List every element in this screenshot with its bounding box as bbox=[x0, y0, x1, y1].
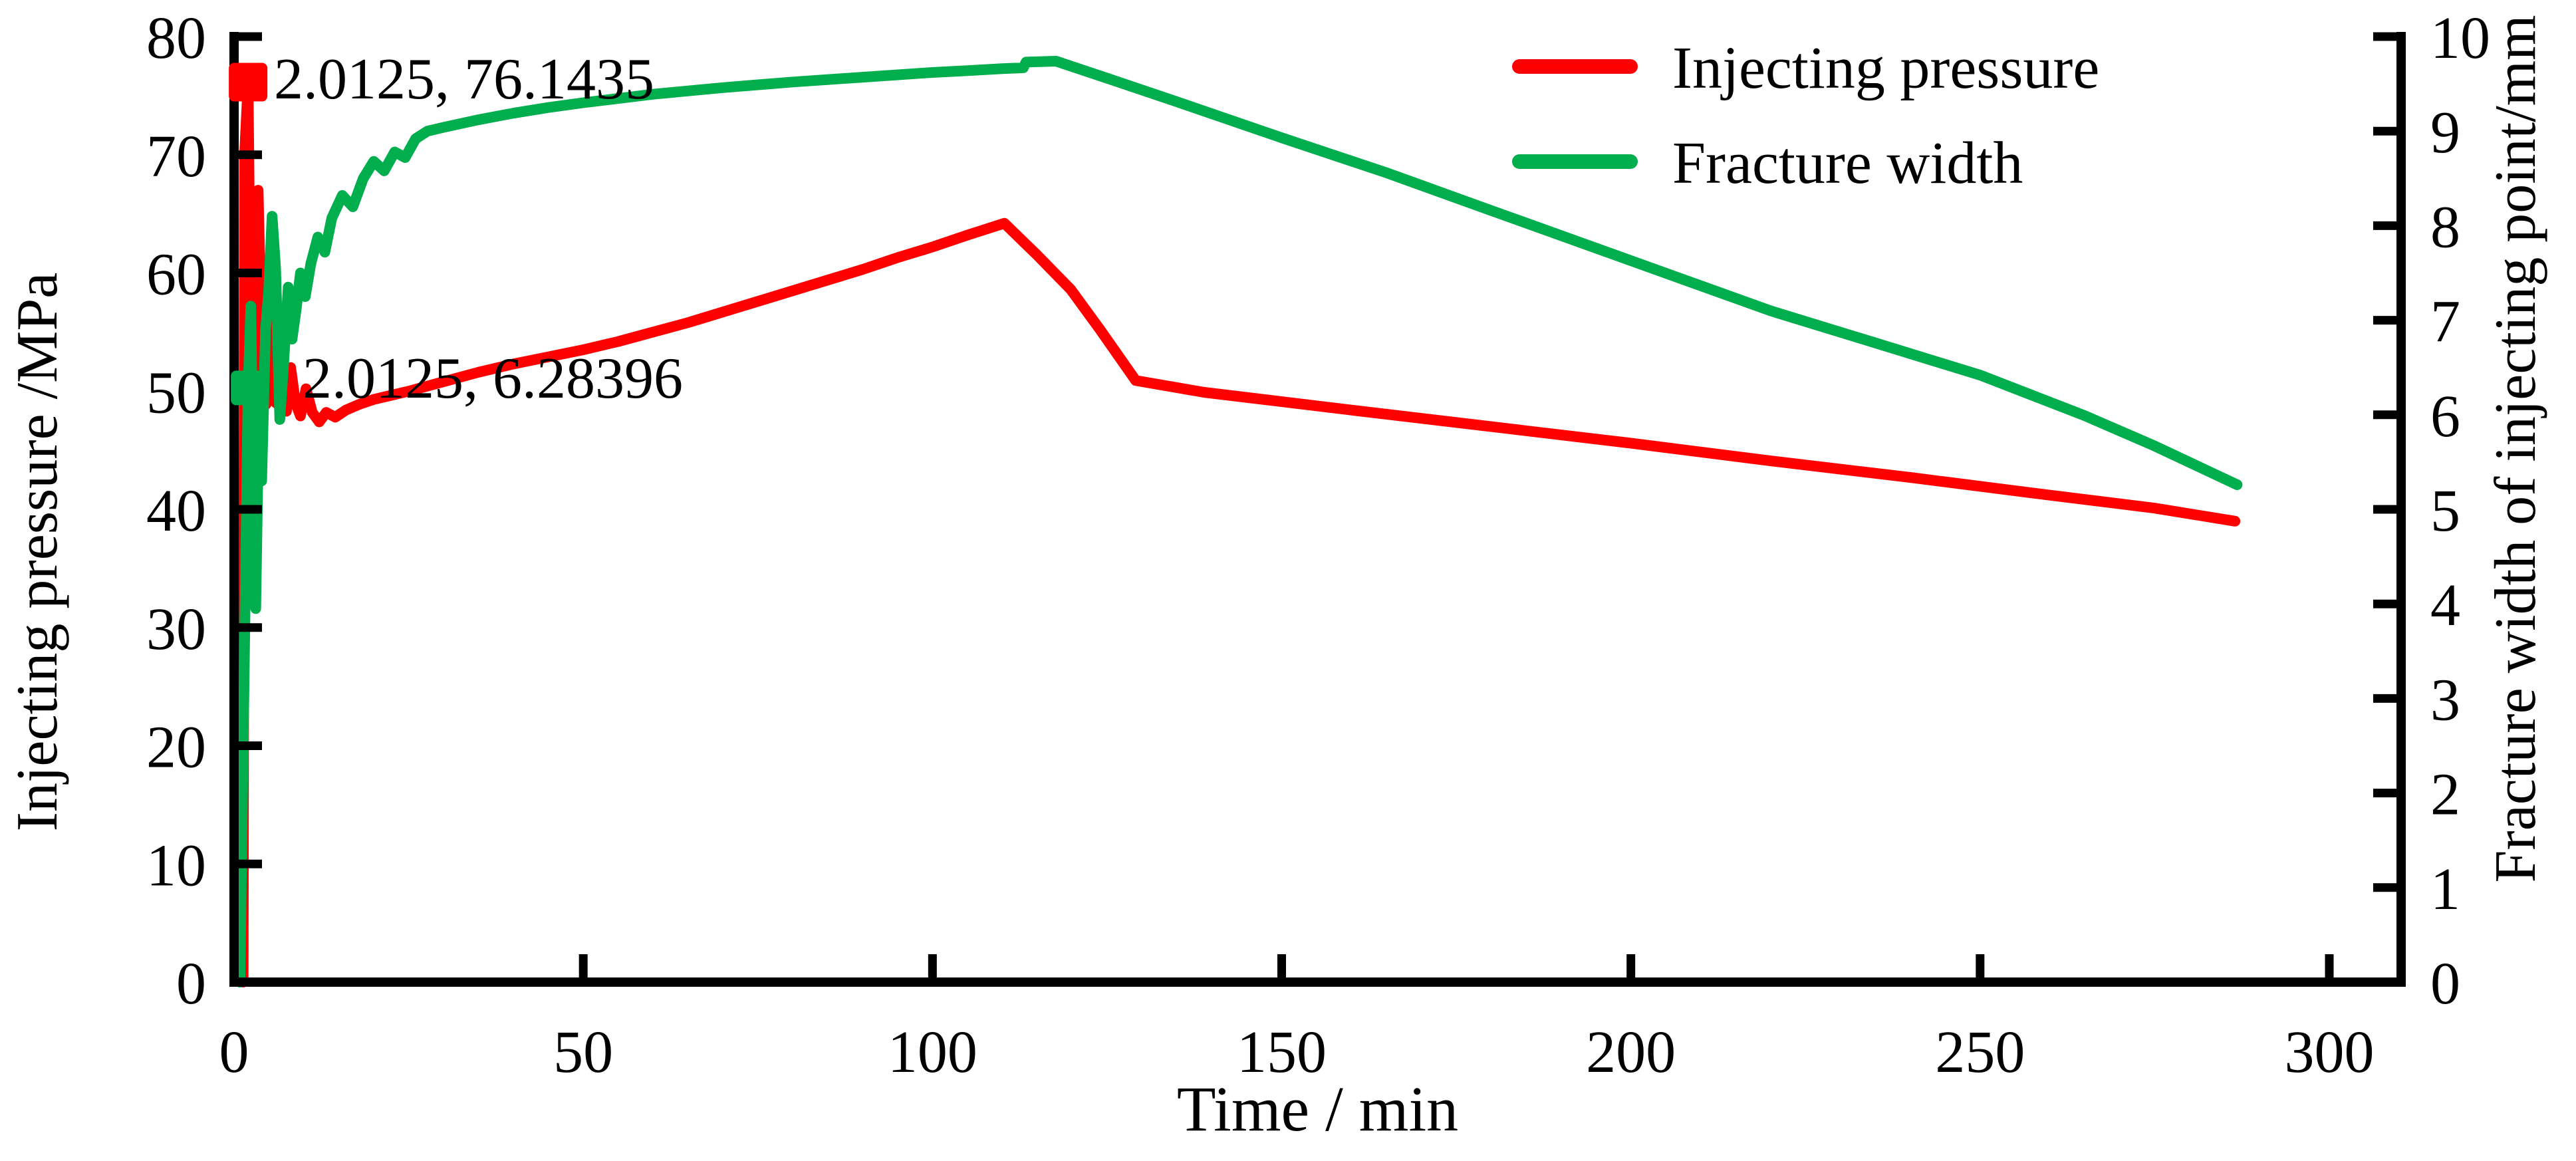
y-right-tick-label: 10 bbox=[2430, 5, 2490, 71]
width-annotation-text: 2.0125, 6.28396 bbox=[303, 346, 683, 411]
x-tick-label: 0 bbox=[219, 1019, 249, 1085]
y-left-tick-label: 60 bbox=[146, 242, 206, 308]
x-axis-title: Time / min bbox=[1177, 1073, 1458, 1144]
y-axis-left-title: Injecting pressure /MPa bbox=[5, 273, 70, 832]
y-right-tick-label: 7 bbox=[2430, 289, 2460, 355]
y-right-tick-label: 6 bbox=[2430, 384, 2460, 450]
x-tick-label: 250 bbox=[1935, 1019, 2025, 1085]
legend-label-pressure: Injecting pressure bbox=[1672, 35, 2099, 101]
y-right-tick-label: 8 bbox=[2430, 194, 2460, 260]
y-left-tick-label: 80 bbox=[146, 5, 206, 71]
y-right-tick-label: 5 bbox=[2430, 478, 2460, 544]
width-annotation-marker bbox=[231, 370, 266, 406]
y-axis-right-title: Fracture width of injecting point/mm bbox=[2484, 15, 2548, 882]
y-left-tick-label: 40 bbox=[146, 478, 206, 544]
x-tick-label: 150 bbox=[1237, 1019, 1327, 1085]
y-left-tick-label: 70 bbox=[146, 124, 206, 190]
y-left-tick-label: 20 bbox=[146, 715, 206, 781]
y-right-tick-label: 4 bbox=[2430, 573, 2460, 638]
legend-label-width: Fracture width bbox=[1672, 130, 2023, 196]
y-left-tick-label: 0 bbox=[176, 951, 206, 1017]
y-left-tick-label: 10 bbox=[146, 833, 206, 898]
y-right-tick-label: 2 bbox=[2430, 762, 2460, 828]
y-left-tick-label: 50 bbox=[146, 360, 206, 426]
x-tick-label: 300 bbox=[2285, 1019, 2375, 1085]
y-left-tick-label: 30 bbox=[146, 596, 206, 662]
y-right-tick-label: 0 bbox=[2430, 951, 2460, 1017]
injecting-pressure-line bbox=[237, 76, 2241, 987]
x-tick-label: 50 bbox=[553, 1019, 613, 1085]
y-right-tick-label: 9 bbox=[2430, 100, 2460, 166]
y-right-tick-label: 3 bbox=[2430, 667, 2460, 733]
pressure-annotation-text: 2.0125, 76.1435 bbox=[274, 47, 654, 112]
x-tick-label: 100 bbox=[888, 1019, 977, 1085]
pressure-annotation-marker bbox=[229, 63, 268, 102]
x-tick-label: 200 bbox=[1586, 1019, 1676, 1085]
y-right-tick-label: 1 bbox=[2430, 856, 2460, 922]
fracture-width-line bbox=[234, 56, 2243, 987]
